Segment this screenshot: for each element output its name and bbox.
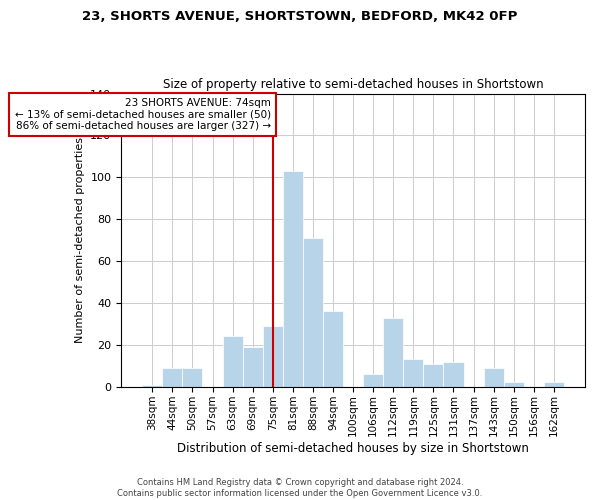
Bar <box>263 326 283 386</box>
Bar <box>503 382 524 386</box>
X-axis label: Distribution of semi-detached houses by size in Shortstown: Distribution of semi-detached houses by … <box>177 442 529 455</box>
Bar <box>443 362 464 386</box>
Bar <box>323 312 343 386</box>
Text: 23, SHORTS AVENUE, SHORTSTOWN, BEDFORD, MK42 0FP: 23, SHORTS AVENUE, SHORTSTOWN, BEDFORD, … <box>82 10 518 23</box>
Bar <box>163 368 182 386</box>
Text: 23 SHORTS AVENUE: 74sqm
← 13% of semi-detached houses are smaller (50)
86% of se: 23 SHORTS AVENUE: 74sqm ← 13% of semi-de… <box>14 98 271 131</box>
Bar <box>383 318 403 386</box>
Bar <box>544 382 564 386</box>
Bar <box>303 238 323 386</box>
Bar <box>424 364 443 386</box>
Title: Size of property relative to semi-detached houses in Shortstown: Size of property relative to semi-detach… <box>163 78 544 91</box>
Bar <box>142 384 163 386</box>
Bar <box>182 368 202 386</box>
Bar <box>242 347 263 387</box>
Bar <box>283 171 303 386</box>
Y-axis label: Number of semi-detached properties: Number of semi-detached properties <box>75 137 85 343</box>
Bar <box>484 368 503 386</box>
Bar <box>363 374 383 386</box>
Bar <box>403 360 424 386</box>
Bar <box>223 336 242 386</box>
Text: Contains HM Land Registry data © Crown copyright and database right 2024.
Contai: Contains HM Land Registry data © Crown c… <box>118 478 482 498</box>
